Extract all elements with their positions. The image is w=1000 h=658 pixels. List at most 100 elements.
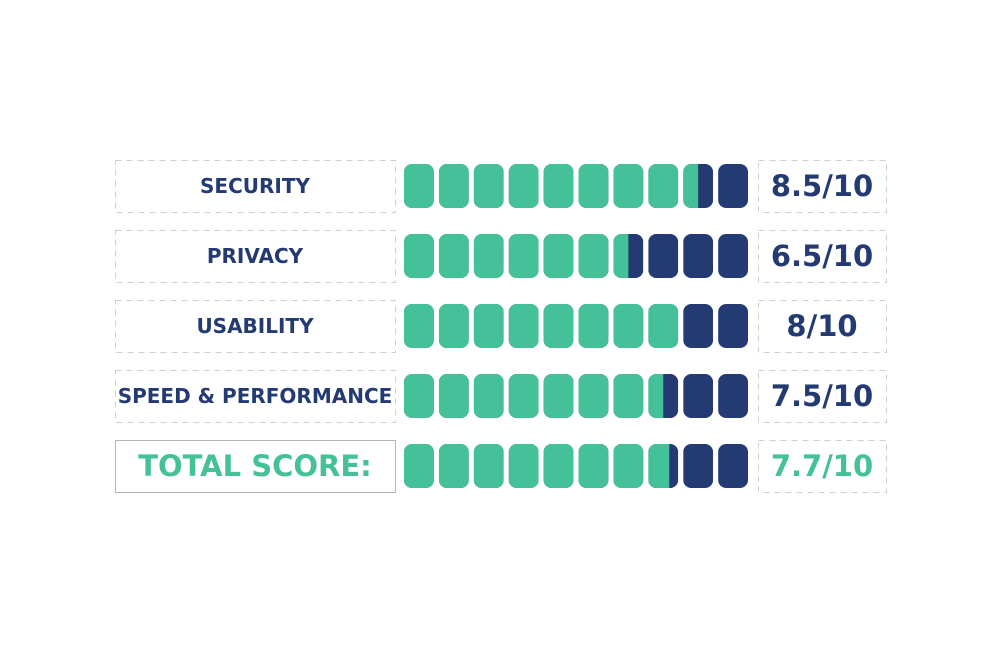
segment [718, 444, 748, 488]
segment [543, 444, 574, 488]
segment-empty [683, 444, 714, 488]
score: 7.5/10 [771, 379, 873, 413]
row-label: SPEED & PERFORMANCE [118, 384, 393, 408]
segment-bar [404, 304, 748, 348]
score-box [758, 230, 887, 283]
segment-fill [508, 304, 539, 348]
segment-bar [404, 374, 748, 418]
segment [438, 374, 469, 418]
segment [543, 234, 574, 278]
segment [473, 164, 504, 208]
segment-fill [404, 234, 434, 278]
segment-bar [404, 164, 748, 208]
segment [543, 164, 574, 208]
segment [508, 304, 539, 348]
segment-bar [404, 234, 748, 278]
segment-fill [508, 374, 539, 418]
segment-fill [613, 234, 629, 278]
segment-empty [683, 304, 714, 348]
score: 8.5/10 [771, 169, 873, 203]
segment [473, 234, 504, 278]
segment [648, 374, 679, 418]
segment [543, 304, 574, 348]
segment [578, 374, 609, 418]
segment [613, 234, 644, 278]
segment-fill [613, 164, 644, 208]
segment-fill [543, 304, 574, 348]
segment-fill [438, 444, 469, 488]
segment-empty [683, 374, 714, 418]
segment [508, 444, 539, 488]
total-label-box [115, 440, 396, 493]
segment [404, 304, 434, 348]
segment-empty [683, 234, 714, 278]
segment [473, 444, 504, 488]
segment-fill [578, 164, 609, 208]
segment-fill [438, 374, 469, 418]
segment-empty [718, 234, 748, 278]
segment-fill [508, 234, 539, 278]
segment-fill [578, 444, 609, 488]
score: 8/10 [786, 309, 857, 343]
segment-empty [718, 444, 748, 488]
segment [473, 304, 504, 348]
segment-fill [648, 304, 679, 348]
label-box [115, 300, 396, 353]
score-box [758, 160, 887, 213]
score: 6.5/10 [771, 239, 873, 273]
segment [613, 304, 644, 348]
segment-fill [648, 164, 679, 208]
segment [648, 304, 679, 348]
segment-fill [648, 444, 670, 488]
segment-fill [404, 444, 434, 488]
label-box [115, 230, 396, 283]
segment [438, 444, 469, 488]
score-box [758, 440, 887, 493]
segment [438, 164, 469, 208]
segment-fill [473, 444, 504, 488]
segment-fill [648, 374, 664, 418]
segment [473, 374, 504, 418]
segment [404, 374, 434, 418]
segment [578, 234, 609, 278]
score-box [758, 370, 887, 423]
segment-empty [718, 374, 748, 418]
segment-fill [543, 234, 574, 278]
segment-empty [718, 304, 748, 348]
segment-fill [404, 374, 434, 418]
segment [508, 374, 539, 418]
segment [578, 164, 609, 208]
segment-fill [613, 444, 644, 488]
segment-fill [683, 164, 699, 208]
segment [543, 374, 574, 418]
segment-empty [718, 164, 748, 208]
segment [578, 444, 609, 488]
row-label: USABILITY [196, 314, 314, 338]
segment [404, 164, 434, 208]
segment-fill [473, 234, 504, 278]
segment-fill [613, 304, 644, 348]
segment [613, 164, 644, 208]
segment-fill [578, 304, 609, 348]
segment [613, 374, 644, 418]
segment [648, 444, 679, 488]
segment-fill [578, 374, 609, 418]
segment [718, 304, 748, 348]
score-box [758, 300, 887, 353]
segment [718, 164, 748, 208]
score: 7.7/10 [771, 449, 873, 483]
segment [404, 234, 434, 278]
segment [683, 444, 714, 488]
segment [683, 234, 714, 278]
row-label: PRIVACY [207, 244, 304, 268]
label-box [115, 160, 396, 213]
segment [718, 374, 748, 418]
segment [404, 444, 434, 488]
segment-fill [543, 444, 574, 488]
segment-bar [404, 444, 748, 488]
segment-fill [613, 374, 644, 418]
row-label: SECURITY [200, 174, 310, 198]
segment [438, 304, 469, 348]
segment-fill [578, 234, 609, 278]
